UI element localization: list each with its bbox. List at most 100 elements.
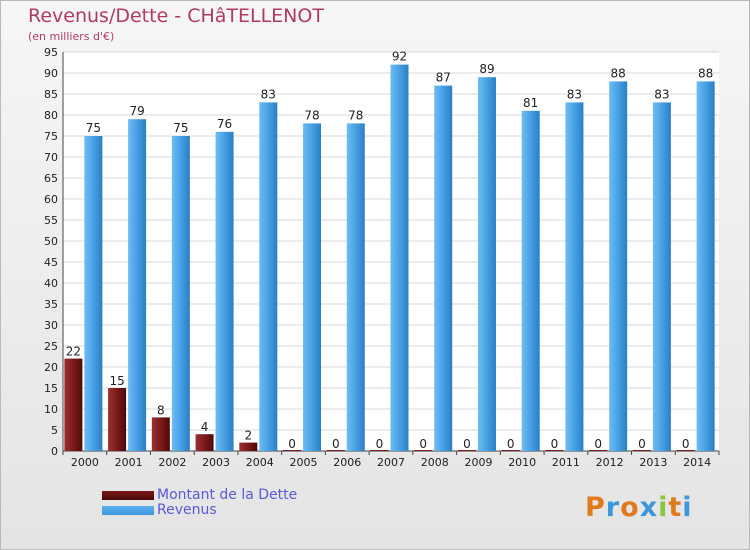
data-label-dette: 0 <box>463 437 471 451</box>
bar-revenus <box>696 81 715 452</box>
bar-revenus <box>215 131 234 452</box>
y-tick-label: 20 <box>44 361 58 374</box>
x-tick-label: 2011 <box>552 456 580 469</box>
data-label-dette: 0 <box>638 437 646 451</box>
bar-revenus <box>84 136 103 451</box>
bar-dette <box>370 450 389 451</box>
bar-revenus <box>434 85 453 451</box>
bar-dette <box>632 450 651 451</box>
x-tick-label: 2007 <box>377 456 405 469</box>
bar-revenus <box>303 123 322 452</box>
bar-dette <box>108 388 127 451</box>
x-tick-label: 2002 <box>158 456 186 469</box>
y-tick-label: 25 <box>44 340 58 353</box>
y-tick-label: 5 <box>51 424 58 437</box>
bar-revenus <box>477 77 496 451</box>
y-tick-label: 35 <box>44 298 58 311</box>
data-label-dette: 15 <box>109 374 124 388</box>
bar-revenus <box>390 64 409 451</box>
bar-revenus <box>259 102 278 452</box>
data-label-revenus: 88 <box>698 66 713 80</box>
data-label-dette: 0 <box>682 437 690 451</box>
proxiti-logo: Proxiti <box>585 492 693 523</box>
y-tick-label: 65 <box>44 172 58 185</box>
y-tick-label: 15 <box>44 382 58 395</box>
x-tick-label: 2008 <box>421 456 449 469</box>
x-tick-label: 2005 <box>290 456 318 469</box>
data-label-dette: 0 <box>288 437 296 451</box>
bar-revenus <box>171 136 190 451</box>
data-label-revenus: 78 <box>348 108 363 122</box>
bar-dette <box>283 450 302 451</box>
bar-revenus <box>346 123 365 452</box>
data-label-dette: 0 <box>419 437 427 451</box>
y-tick-label: 10 <box>44 403 58 416</box>
data-label-dette: 22 <box>66 345 81 359</box>
y-tick-label: 40 <box>44 277 58 290</box>
data-label-revenus: 89 <box>479 62 494 76</box>
bar-dette <box>589 450 608 451</box>
data-label-dette: 0 <box>376 437 384 451</box>
y-tick-label: 90 <box>44 67 58 80</box>
bar-revenus <box>565 102 584 452</box>
x-tick-label: 2010 <box>508 456 536 469</box>
y-tick-label: 80 <box>44 109 58 122</box>
bar-dette <box>545 450 564 451</box>
bar-dette <box>414 450 433 451</box>
y-tick-label: 45 <box>44 256 58 269</box>
bar-dette <box>501 450 520 451</box>
bar-dette <box>151 417 170 451</box>
x-tick-label: 2000 <box>71 456 99 469</box>
bar-revenus <box>609 81 628 452</box>
data-label-revenus: 76 <box>217 117 232 131</box>
data-label-dette: 0 <box>507 437 515 451</box>
data-label-dette: 4 <box>201 420 209 434</box>
x-tick-label: 2004 <box>246 456 274 469</box>
bar-revenus <box>521 110 540 452</box>
data-label-revenus: 83 <box>567 87 582 101</box>
bar-dette <box>239 442 258 451</box>
y-tick-label: 55 <box>44 214 58 227</box>
chart-title: Revenus/Dette - CHâTELLENOT <box>28 5 324 27</box>
data-label-revenus: 79 <box>129 104 144 118</box>
data-label-revenus: 87 <box>436 71 451 85</box>
data-label-revenus: 88 <box>611 66 626 80</box>
bar-dette <box>195 434 214 451</box>
bar-dette <box>64 358 83 451</box>
x-tick-label: 2009 <box>464 456 492 469</box>
y-tick-label: 50 <box>44 235 58 248</box>
data-label-dette: 0 <box>332 437 340 451</box>
y-tick-label: 70 <box>44 151 58 164</box>
x-tick-label: 2012 <box>596 456 624 469</box>
data-label-dette: 2 <box>244 429 252 443</box>
data-label-revenus: 75 <box>173 121 188 135</box>
legend-label-dette: Montant de la Dette <box>157 487 298 503</box>
legend-swatch-revenus <box>102 506 154 515</box>
data-label-dette: 0 <box>551 437 559 451</box>
bar-dette <box>457 450 476 451</box>
chart-subtitle: (en milliers d'€) <box>28 30 115 43</box>
data-label-revenus: 81 <box>523 96 538 110</box>
x-tick-label: 2013 <box>639 456 667 469</box>
data-label-revenus: 83 <box>654 87 669 101</box>
data-label-revenus: 75 <box>86 121 101 135</box>
bar-dette <box>676 450 695 451</box>
legend-swatch-dette <box>102 491 154 500</box>
data-label-dette: 8 <box>157 403 165 417</box>
data-label-dette: 0 <box>594 437 602 451</box>
data-label-revenus: 92 <box>392 50 407 64</box>
y-tick-label: 0 <box>51 445 58 458</box>
bar-dette <box>326 450 345 451</box>
x-tick-label: 2014 <box>683 456 711 469</box>
x-tick-label: 2003 <box>202 456 230 469</box>
y-tick-label: 60 <box>44 193 58 206</box>
data-label-revenus: 78 <box>304 108 319 122</box>
x-tick-label: 2006 <box>333 456 361 469</box>
bar-revenus <box>128 119 147 451</box>
data-label-revenus: 83 <box>261 87 276 101</box>
x-tick-label: 2001 <box>115 456 143 469</box>
y-tick-label: 85 <box>44 88 58 101</box>
bar-revenus <box>652 102 671 452</box>
